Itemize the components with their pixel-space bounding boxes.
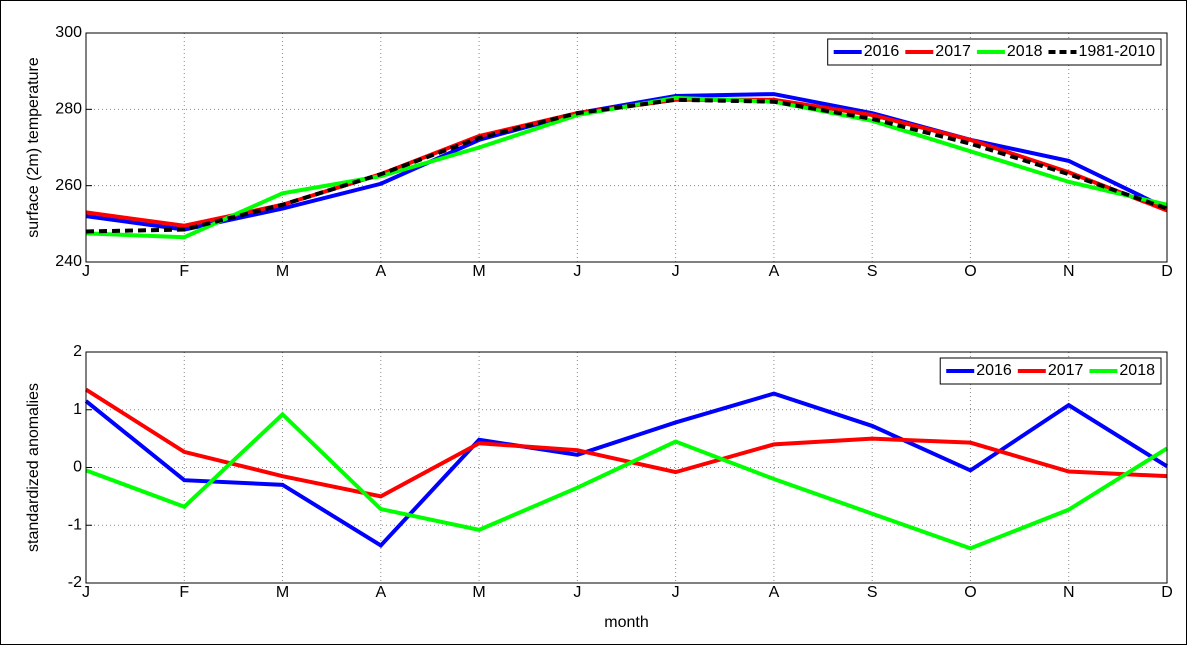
x-tick-label: M <box>276 584 289 601</box>
data-line <box>85 97 1168 234</box>
legend: 2016 2017 2018 <box>939 357 1162 385</box>
x-tick-label: F <box>179 584 189 601</box>
x-tick-label: D <box>1161 263 1173 280</box>
legend-box <box>939 357 1162 385</box>
x-tick-label: A <box>769 263 780 280</box>
y-axis-label: surface (2m) temperature <box>25 57 42 238</box>
x-tick-label: A <box>769 584 780 601</box>
x-tick-label: J <box>573 263 581 280</box>
legend: 2016 2017 2018 1981-2010 <box>827 38 1162 66</box>
x-tick-label: N <box>1063 263 1075 280</box>
data-line <box>84 391 1169 549</box>
x-tick-label: O <box>964 263 976 280</box>
legend-label: 2017 <box>1048 362 1084 379</box>
legend-label: 2016 <box>976 362 1012 379</box>
x-tick-label: A <box>375 584 386 601</box>
legend-label: 2018 <box>1007 43 1043 60</box>
x-tick-label: A <box>375 263 386 280</box>
axes-box <box>85 351 1168 584</box>
y-tick-label: 240 <box>55 253 82 270</box>
x-tick-label: S <box>867 584 878 601</box>
x-tick-label: J <box>672 584 680 601</box>
x-tick-label: M <box>472 263 485 280</box>
data-line <box>85 411 1169 551</box>
legend-label: 2018 <box>1119 362 1155 379</box>
x-tick-label: J <box>82 584 90 601</box>
data-line <box>84 387 1168 499</box>
y-tick-label: -1 <box>68 516 82 533</box>
y-tick-label: 260 <box>55 177 82 194</box>
y-tick-label: 2 <box>73 343 82 360</box>
x-tick-label: N <box>1063 584 1075 601</box>
x-tick-label: J <box>672 263 680 280</box>
x-tick-label: O <box>964 584 976 601</box>
y-tick-label: -2 <box>68 574 82 591</box>
legend-label: 2017 <box>935 43 971 60</box>
x-axis-label: month <box>604 614 648 631</box>
y-tick-label: 280 <box>55 101 82 118</box>
x-tick-label: D <box>1161 584 1173 601</box>
y-axis-label: standardized anomalies <box>25 383 42 552</box>
y-tick-label: 1 <box>73 401 82 418</box>
data-line <box>85 95 1168 240</box>
x-tick-label: J <box>573 584 581 601</box>
x-tick-label: J <box>82 263 90 280</box>
x-tick-label: M <box>276 263 289 280</box>
y-tick-label: 300 <box>55 24 82 41</box>
axes-box <box>85 32 1168 263</box>
x-tick-label: S <box>867 263 878 280</box>
y-tick-label: 0 <box>73 459 82 476</box>
x-tick-label: F <box>179 263 189 280</box>
legend-label: 2016 <box>864 43 900 60</box>
legend-label: 1981-2010 <box>1078 43 1155 60</box>
x-tick-label: M <box>472 584 485 601</box>
